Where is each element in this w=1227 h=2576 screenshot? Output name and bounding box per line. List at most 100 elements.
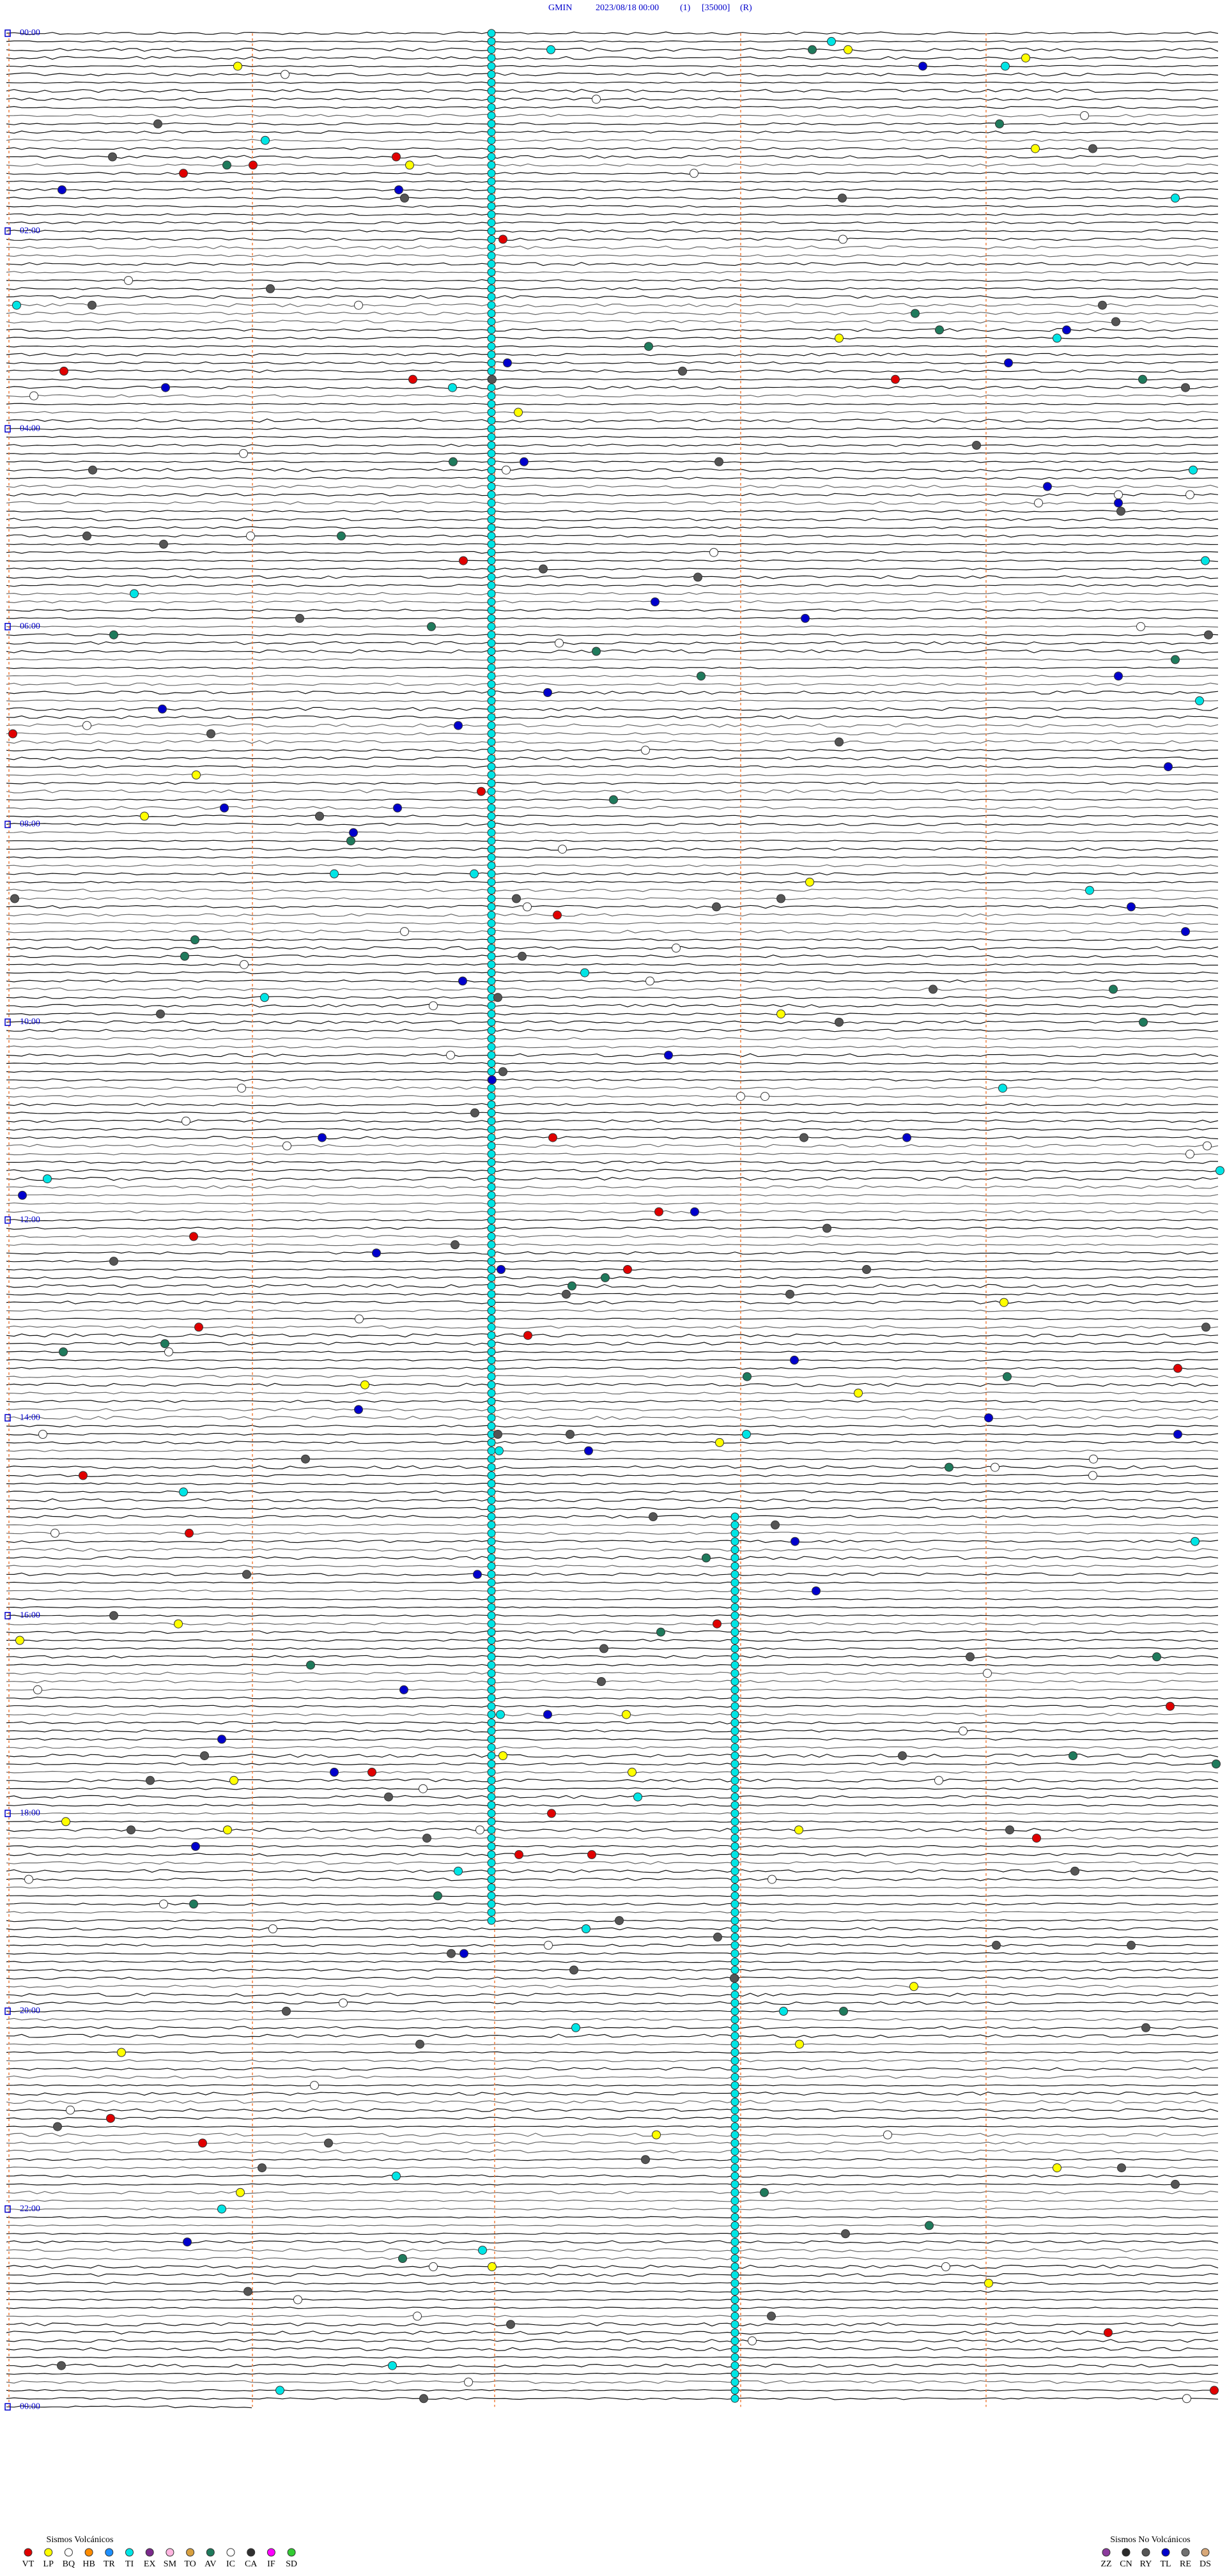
- tremor-marker: [730, 2122, 739, 2131]
- event: [523, 902, 532, 912]
- trace: [6, 1828, 1219, 1832]
- tremor-marker: [487, 762, 496, 771]
- event: [488, 2262, 497, 2271]
- trace: [6, 922, 1219, 925]
- event: [584, 1446, 593, 1455]
- tremor-marker: [487, 1685, 496, 1694]
- event: [776, 1009, 785, 1019]
- tremor-marker: [487, 556, 496, 565]
- tremor-marker: [487, 985, 496, 993]
- tremor-marker: [730, 1867, 739, 1876]
- tremor-marker: [487, 1471, 496, 1480]
- trace: [6, 847, 1219, 851]
- tremor-marker: [487, 1768, 496, 1777]
- tremor-marker: [487, 408, 496, 417]
- trace: [6, 2075, 1219, 2079]
- tremor-marker: [487, 1166, 496, 1175]
- tremor-marker: [730, 2163, 739, 2172]
- tremor-marker: [487, 86, 496, 95]
- trace: [6, 641, 1219, 645]
- station: GMIN: [548, 3, 572, 13]
- tremor-marker: [487, 1586, 496, 1595]
- tremor-marker: [730, 2378, 739, 2386]
- tremor-marker: [730, 1793, 739, 1802]
- event: [1043, 482, 1052, 491]
- trace: [6, 1968, 1219, 1972]
- tremor-marker: [730, 2345, 739, 2354]
- tremor-marker: [487, 688, 496, 697]
- trace: [6, 1762, 1219, 1766]
- trace: [6, 2059, 1219, 2062]
- event: [217, 1735, 226, 1744]
- event: [349, 828, 358, 838]
- event: [394, 185, 403, 195]
- tremor-marker: [487, 1751, 496, 1760]
- tremor-marker: [487, 1908, 496, 1917]
- tremor-marker: [730, 2279, 739, 2288]
- event: [622, 1710, 631, 1719]
- tremor-marker: [487, 787, 496, 796]
- trace: [6, 427, 1219, 431]
- hour-label: 22:00: [20, 2204, 40, 2214]
- tremor-marker: [487, 1413, 496, 1422]
- trace: [6, 81, 1219, 84]
- event: [795, 2039, 804, 2049]
- trace: [6, 2273, 1219, 2277]
- tremor-marker: [487, 251, 496, 260]
- event: [258, 2163, 266, 2173]
- trace: [6, 2389, 1219, 2392]
- tremor-marker: [730, 2303, 739, 2312]
- event: [1166, 1701, 1175, 1711]
- event: [127, 1825, 135, 1835]
- event: [498, 1751, 507, 1761]
- trace: [6, 1037, 1219, 1041]
- tremor-marker: [487, 1883, 496, 1892]
- tremor-marker: [730, 1776, 739, 1785]
- trace: [6, 1284, 1219, 1289]
- legend-code: AV: [204, 2559, 216, 2569]
- event: [229, 1775, 238, 1785]
- tremor-marker: [730, 2370, 739, 2379]
- tremor-marker: [487, 1397, 496, 1406]
- trace: [6, 765, 1219, 769]
- hour-bracket: [4, 1612, 11, 1620]
- trace: [6, 180, 1219, 183]
- event: [159, 539, 168, 549]
- hour-bracket: [4, 820, 11, 829]
- event: [543, 688, 552, 697]
- event: [693, 572, 702, 582]
- trace: [6, 1416, 1219, 1420]
- trace: [6, 732, 1219, 735]
- tremor-marker: [730, 1644, 739, 1653]
- event: [1088, 144, 1097, 153]
- event: [429, 2262, 438, 2271]
- trace: [6, 2216, 1219, 2219]
- trace: [6, 715, 1219, 719]
- event: [50, 1528, 59, 1538]
- tremor-marker: [730, 2147, 739, 2156]
- event: [1185, 1149, 1194, 1159]
- event: [392, 152, 401, 162]
- event: [475, 1825, 484, 1835]
- tremor-marker: [730, 1908, 739, 1917]
- event: [713, 1932, 722, 1942]
- legend-dot: [206, 2548, 215, 2557]
- trace: [6, 493, 1219, 497]
- event: [106, 2113, 115, 2123]
- event: [966, 1652, 975, 1662]
- tremor-marker: [487, 705, 496, 714]
- event: [470, 869, 479, 878]
- event: [57, 2361, 66, 2370]
- event: [59, 366, 68, 376]
- tremor-marker: [730, 1719, 739, 1727]
- tremor-marker: [487, 1859, 496, 1867]
- trace: [6, 905, 1219, 909]
- trace: [6, 1844, 1219, 1848]
- tremor-marker: [487, 1133, 496, 1142]
- tremor-marker: [487, 1389, 496, 1397]
- event: [992, 1940, 1001, 1950]
- tremor-marker: [730, 1735, 739, 1744]
- legend-dot: [1141, 2548, 1150, 2557]
- event: [1152, 1652, 1161, 1662]
- trace: [6, 1952, 1219, 1955]
